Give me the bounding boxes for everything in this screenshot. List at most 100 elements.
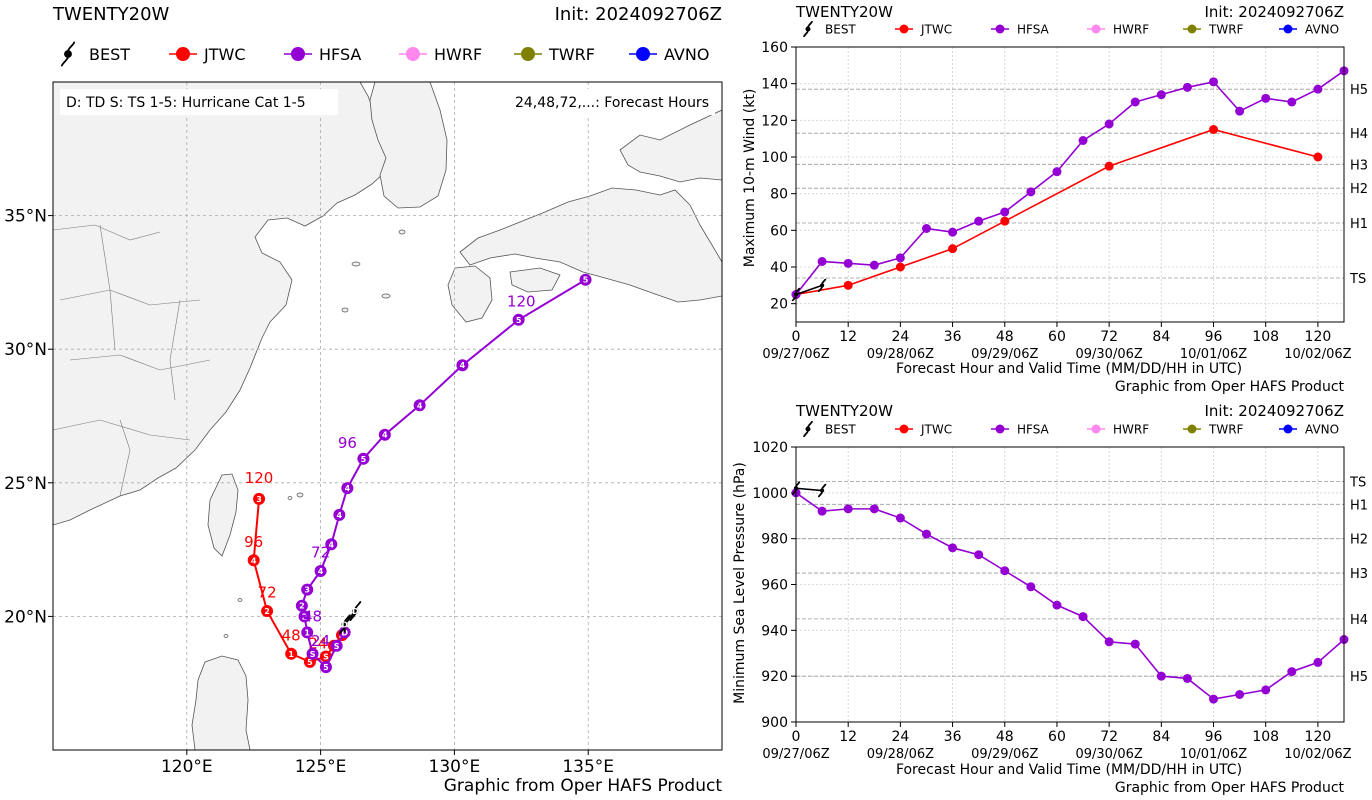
track-hfsa-hour-label: 120 (507, 292, 536, 310)
track-jtwc-point (253, 492, 266, 505)
wind-plot-area: 20 40 60 80 100 120 140 160 0 12 24 36 48 60 72 84 96 108… (761, 40, 1368, 362)
wind-jtwc-point (948, 244, 958, 254)
legend-best-icon (60, 41, 76, 67)
track-hfsa-category: 4 (460, 361, 466, 370)
track-hfsa-point (298, 610, 311, 623)
legend-avno-marker (636, 47, 650, 61)
legend-hfsa-label: HFSA (1017, 422, 1050, 436)
legend-hwrf-marker (1091, 424, 1101, 434)
track-hfsa-category: 4 (417, 401, 423, 410)
wind-hfsa-point (974, 216, 984, 226)
pressure-hfsa-point (1235, 690, 1245, 699)
pressure-xtick-label: 12 (839, 729, 857, 745)
wind-title: TWENTY20W (795, 3, 893, 21)
wind-hfsa-point (1130, 97, 1140, 107)
wind-hfsa-point (1026, 187, 1036, 197)
wind-ylabel: Maximum 10-m Wind (kt) (742, 89, 758, 268)
wind-xtick-label: 96 (1205, 329, 1223, 345)
legend-best-label: BEST (89, 45, 130, 64)
wind-background (796, 47, 1344, 322)
map-lat-tick-label: 30°N (4, 340, 47, 360)
track-hfsa-category: 4 (329, 540, 335, 549)
pressure-ylabel: Minimum Sea Level Pressure (hPa) (732, 462, 748, 704)
map-land (53, 82, 722, 750)
wind-threshold-label: H2 (1350, 182, 1368, 197)
track-best-category: D (341, 620, 348, 629)
map-lon-tick-label: 135°E (562, 757, 614, 777)
track-best-symbol (338, 614, 351, 635)
pressure-ytick-label: 900 (761, 715, 788, 731)
pressure-date-label: 09/27/06Z (762, 747, 829, 762)
wind-legend: BEST JTWC HFSA HWRF TWRF AVNO (803, 20, 1339, 38)
track-jtwc-point (247, 554, 260, 567)
pressure-hfsa-point (948, 543, 958, 553)
pressure-hfsa-point (1287, 667, 1297, 677)
pressure-ytick-label: 1000 (752, 486, 788, 502)
wind-ytick-label: 80 (770, 187, 788, 203)
pressure-hfsa-point (1209, 694, 1219, 704)
map-info-left: D: TD S: TS 1-5: Hurricane Cat 1-5 (66, 95, 306, 111)
map-info-right: 24,48,72,...: Forecast Hours (515, 95, 709, 111)
pressure-xlabel: Forecast Hour and Valid Time (MM/DD/HH i… (896, 762, 1242, 778)
track-hfsa-point (319, 661, 332, 674)
track-jtwc-category: 1 (288, 650, 294, 659)
track-hfsa-point (330, 639, 343, 652)
track-hfsa-category: 4 (337, 511, 343, 520)
pressure-threshold-label: H3 (1350, 567, 1368, 582)
pressure-hfsa-point (921, 529, 931, 539)
track-hfsa-point (306, 647, 319, 660)
legend-avno-label: AVNO (1305, 422, 1339, 436)
wind-ytick-label: 40 (770, 260, 788, 276)
wind-hfsa-point (1287, 97, 1297, 107)
pressure-hfsa-point (843, 504, 853, 514)
pressure-threshold-label: TS (1349, 475, 1366, 490)
track-hfsa-hour-label: 96 (338, 434, 357, 452)
wind-xtick-label: 48 (996, 329, 1014, 345)
map-info-right-box (495, 89, 715, 115)
wind-hfsa-point (948, 227, 958, 237)
legend-best-icon (803, 420, 813, 438)
pressure-hfsa-point (1078, 612, 1088, 622)
wind-credit: Graphic from Oper HAFS Product (1115, 379, 1345, 395)
wind-chart: TWENTY20W Init: 2024092706Z BEST JTWC HFSA… (742, 3, 1368, 395)
track-hfsa-category: S (310, 650, 316, 659)
wind-jtwc-point (1209, 125, 1219, 134)
map-legend: BEST JTWC HFSA HWRF TWRF AVNO (60, 41, 709, 67)
track-hfsa-point (295, 599, 308, 612)
pressure-ytick-label: 1020 (752, 440, 788, 456)
pressure-xtick-label: 60 (1048, 729, 1066, 745)
wind-xtick-label: 12 (839, 329, 857, 345)
track-hfsa-point (341, 482, 354, 495)
track-hfsa-category: 5 (516, 316, 522, 325)
track-jtwc-hour-label: 120 (245, 469, 274, 487)
legend-jtwc-label: JTWC (920, 22, 952, 36)
pressure-threshold-label: H5 (1350, 670, 1368, 685)
pressure-threshold-label: H1 (1350, 498, 1368, 513)
pressure-hfsa-point (1052, 600, 1062, 610)
wind-hfsa-point (1052, 167, 1062, 177)
pressure-hfsa-point (869, 504, 879, 514)
wind-threshold-label: TS (1349, 272, 1366, 287)
pressure-xtick-label: 72 (1100, 729, 1118, 745)
map-lon-tick-label: 120°E (161, 757, 213, 777)
legend-best-icon (803, 20, 813, 38)
pressure-hfsa-point (1182, 673, 1192, 683)
track-hfsa-category: S (334, 642, 340, 651)
pressure-credit: Graphic from Oper HAFS Product (1115, 780, 1345, 796)
wind-threshold-label: H4 (1350, 127, 1368, 142)
pressure-threshold-label: H4 (1350, 613, 1368, 628)
wind-hfsa-point (869, 260, 879, 270)
track-hfsa-hour-label: 72 (311, 544, 330, 562)
legend-hfsa-label: HFSA (1017, 22, 1050, 36)
legend-jtwc-marker (899, 424, 909, 434)
pressure-chart: TWENTY20W Init: 2024092706Z BEST JTWC HFSA… (732, 402, 1368, 796)
pressure-xtick-label: 120 (1305, 729, 1332, 745)
legend-hfsa-marker (291, 47, 305, 61)
wind-hfsa-point (1235, 106, 1245, 116)
track-hfsa-point (301, 583, 314, 596)
pressure-date-label: 09/30/06Z (1075, 747, 1142, 762)
legend-jtwc-marker (176, 47, 190, 61)
pressure-hfsa-point (1130, 639, 1140, 649)
